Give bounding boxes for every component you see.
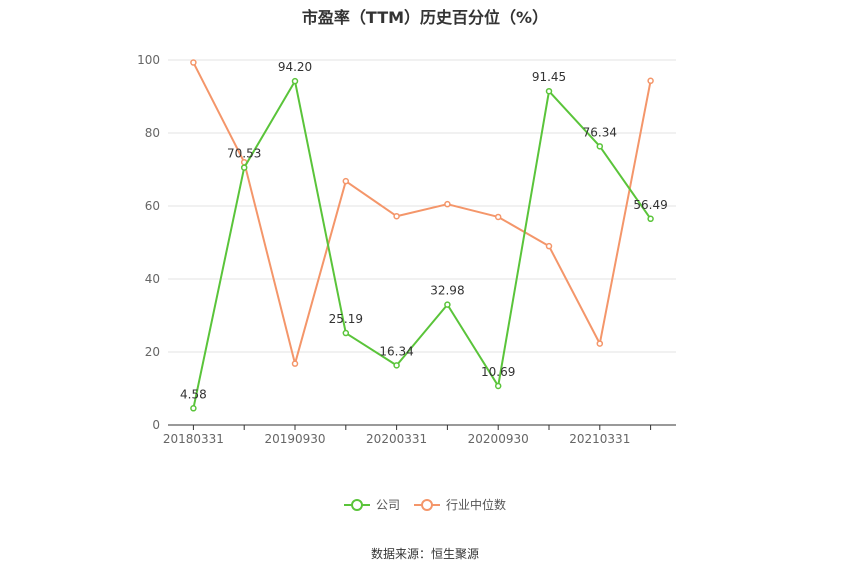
data-point-company	[342, 329, 350, 337]
data-point-company	[190, 405, 197, 412]
legend-label-industry-median: 行业中位数	[446, 498, 507, 512]
legend-industry-marker-icon	[414, 498, 440, 512]
data-point-industry-median	[596, 340, 604, 347]
series-line-company	[192, 80, 652, 409]
y-tick-label: 80	[145, 126, 160, 140]
data-point-industry-median	[393, 212, 400, 220]
x-tick-label: 20190930	[264, 432, 325, 446]
data-label-company: 94.20	[278, 60, 312, 74]
data-label-company: 10.69	[481, 365, 515, 379]
data-point-industry-median	[444, 200, 451, 208]
data-label-company: 25.19	[329, 312, 363, 326]
y-tick-label: 100	[137, 53, 160, 67]
y-tick-label: 60	[145, 199, 160, 213]
data-point-industry-median	[190, 59, 197, 66]
data-point-company	[444, 301, 451, 308]
data-point-company	[240, 164, 248, 171]
data-point-company	[494, 382, 502, 390]
grid-layer	[168, 59, 676, 353]
data-label-company: 4.58	[180, 387, 207, 401]
series-line-industry-median	[192, 62, 652, 365]
legend: 公司 行业中位数	[0, 496, 850, 513]
data-point-industry-median	[494, 213, 502, 221]
data-label-company: 70.53	[227, 147, 261, 161]
data-label-company: 76.34	[583, 125, 617, 139]
legend-company-marker-icon	[343, 498, 370, 512]
data-label-company: 56.49	[633, 198, 667, 212]
data-point-industry-median	[647, 77, 654, 85]
x-tick-label: 20200331	[366, 432, 427, 446]
legend-item-industry-median[interactable]: 行业中位数	[414, 496, 506, 513]
data-label-company: 16.34	[379, 344, 413, 358]
data-point-company	[393, 362, 400, 369]
x-tick-label: 20200930	[468, 432, 529, 446]
y-tick-label: 20	[145, 345, 160, 359]
series-layer	[190, 59, 654, 412]
data-point-industry-median	[342, 177, 350, 185]
x-tick-label: 20210331	[569, 432, 630, 446]
data-point-company	[291, 77, 299, 85]
chart-title: 市盈率（TTM）历史百分位（%）	[301, 8, 549, 27]
legend-item-company[interactable]: 公司	[343, 496, 400, 513]
source-note: 数据来源：恒生聚源	[370, 547, 479, 561]
y-tick-label: 0	[152, 418, 160, 432]
y-tick-label: 40	[145, 272, 160, 286]
data-point-company	[545, 87, 553, 95]
data-label-layer: 4.58 70.53 94.20 25.19 16.34 32.98 10.69 91.45 7…	[180, 60, 668, 401]
data-point-industry-median	[545, 242, 553, 250]
data-label-company: 91.45	[532, 70, 566, 84]
data-label-company: 32.98	[430, 284, 464, 298]
data-point-industry-median	[291, 360, 299, 367]
x-tick-label: 20180331	[163, 432, 224, 446]
data-point-company	[596, 143, 604, 150]
legend-label-company: 公司	[375, 498, 400, 512]
data-point-company	[647, 215, 654, 223]
axis-layer: 0 20 40 60 80 100 20180331 20190930 20200331 2020…	[137, 53, 676, 446]
